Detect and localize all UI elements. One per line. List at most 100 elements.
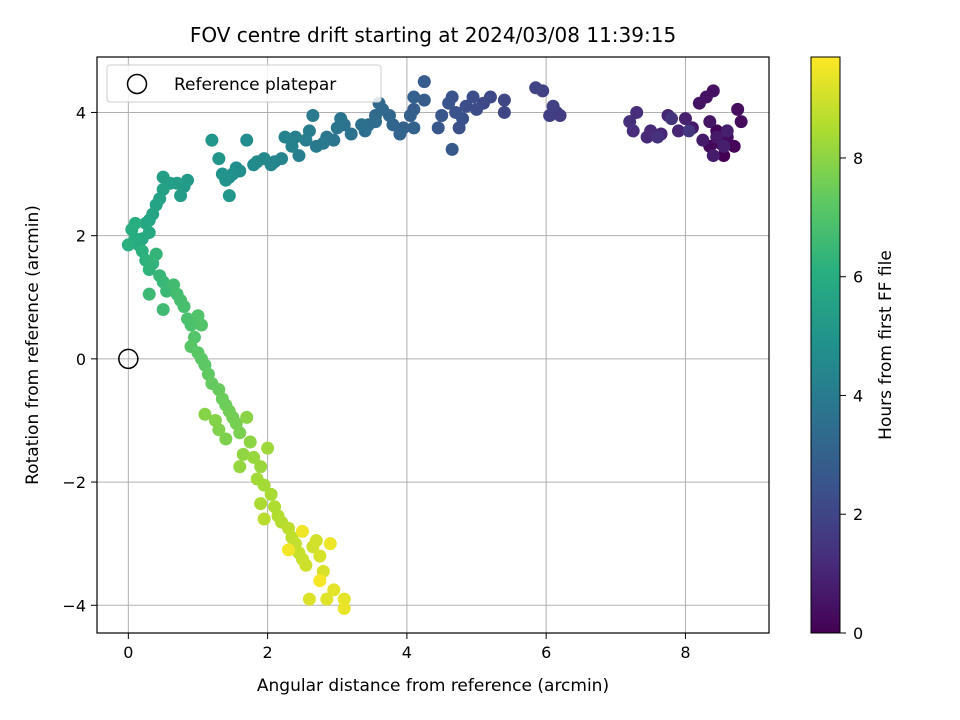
data-point <box>403 109 417 123</box>
colorbar-label: Hours from first FF file <box>876 250 896 440</box>
y-axis-label: Rotation from reference (arcmin) <box>23 205 43 485</box>
data-point <box>285 139 299 153</box>
x-tick-label: 6 <box>541 643 551 662</box>
data-point <box>330 121 344 135</box>
data-point <box>254 497 268 511</box>
legend: Reference platepar <box>106 64 382 103</box>
data-point <box>205 133 219 147</box>
x-tick-label: 4 <box>402 643 412 662</box>
colorbar-tick-label: 2 <box>853 505 863 524</box>
data-point <box>431 121 445 135</box>
colorbar-ticks: 0 2 4 6 8 <box>840 149 863 643</box>
data-point <box>309 139 323 153</box>
data-point <box>417 75 431 89</box>
y-tick-label: 4 <box>76 103 86 122</box>
data-point <box>292 149 306 163</box>
data-point <box>407 121 421 135</box>
data-point <box>731 102 745 116</box>
data-point <box>717 149 731 163</box>
data-point <box>278 130 292 144</box>
data-point <box>710 130 724 144</box>
data-point <box>623 115 637 129</box>
x-axis-ticks: 0 2 4 6 8 <box>123 633 691 662</box>
chart-title: FOV centre drift starting at 2024/03/08 … <box>190 23 676 47</box>
data-point <box>184 318 198 332</box>
data-point <box>299 558 313 572</box>
data-point <box>320 592 334 606</box>
data-point <box>407 90 421 104</box>
data-point <box>233 426 247 440</box>
x-tick-label: 8 <box>680 643 690 662</box>
y-tick-label: 2 <box>76 227 86 246</box>
data-point <box>257 512 271 526</box>
data-point <box>417 93 431 107</box>
data-point <box>665 112 679 126</box>
data-point <box>497 93 511 107</box>
data-point <box>142 287 156 301</box>
legend-marker-icon <box>126 73 148 95</box>
data-point <box>240 410 254 424</box>
colorbar-tick-label: 0 <box>853 624 863 643</box>
data-point <box>630 105 644 119</box>
data-point <box>449 105 463 119</box>
data-point <box>264 487 278 501</box>
data-point <box>442 96 456 110</box>
legend-label: Reference platepar <box>174 75 336 95</box>
data-point <box>703 115 717 129</box>
data-point <box>198 407 212 421</box>
data-point <box>734 115 748 129</box>
data-point <box>212 152 226 166</box>
data-point <box>344 127 358 141</box>
data-point <box>445 142 459 156</box>
data-point <box>497 105 511 119</box>
data-point <box>299 133 313 147</box>
colorbar-tick-label: 4 <box>853 386 863 405</box>
data-point <box>692 96 706 110</box>
data-point <box>355 118 369 132</box>
data-point <box>546 99 560 113</box>
data-point <box>720 124 734 138</box>
data-point <box>717 139 731 153</box>
data-point <box>323 537 337 551</box>
data-point <box>177 299 191 313</box>
data-point <box>706 149 720 163</box>
data-point <box>149 247 163 261</box>
data-point <box>240 133 254 147</box>
data-point <box>222 189 236 203</box>
data-point <box>194 318 208 332</box>
y-tick-label: 0 <box>76 350 86 369</box>
data-point <box>156 303 170 317</box>
colorbar: 0 2 4 6 8 Hours from first FF file <box>810 56 896 643</box>
plot-frame <box>96 56 770 634</box>
data-point <box>295 524 309 538</box>
data-point <box>282 543 296 557</box>
colorbar-tick-label: 8 <box>853 149 863 168</box>
data-point <box>243 435 257 449</box>
reference-platepar-marker <box>118 348 139 370</box>
data-point <box>327 583 341 597</box>
data-point <box>302 592 316 606</box>
x-tick-label: 2 <box>263 643 273 662</box>
data-points <box>121 75 748 615</box>
x-tick-label: 0 <box>123 643 133 662</box>
data-point <box>727 139 741 153</box>
data-point <box>678 112 692 126</box>
legend-box <box>106 64 382 103</box>
data-point <box>236 447 250 461</box>
data-point <box>470 102 484 116</box>
colorbar-gradient <box>810 56 841 634</box>
data-point <box>128 216 142 230</box>
data-point <box>257 478 271 492</box>
colorbar-tick-label: 6 <box>853 268 863 287</box>
data-point <box>306 109 320 123</box>
data-point <box>233 460 247 474</box>
grid-lines <box>97 57 769 633</box>
data-point <box>435 109 449 123</box>
data-point <box>682 124 696 138</box>
data-point <box>208 413 222 427</box>
y-tick-label: −2 <box>62 473 86 492</box>
data-point <box>247 450 261 464</box>
data-point <box>466 90 480 104</box>
data-point <box>337 592 351 606</box>
